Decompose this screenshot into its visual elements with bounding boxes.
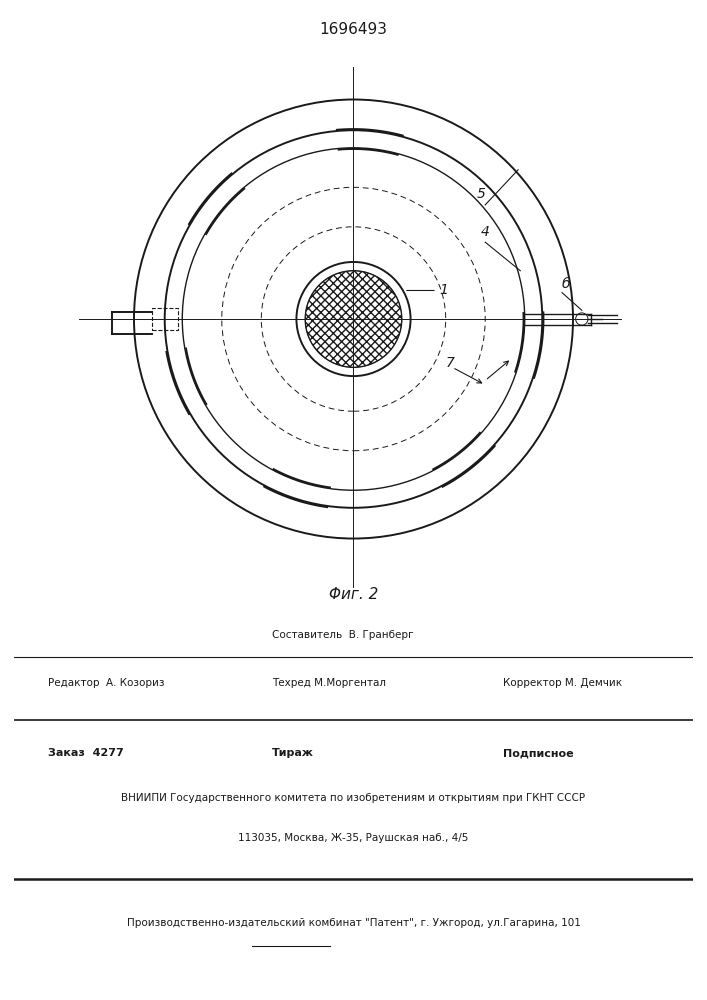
Bar [151,308,178,330]
Text: Заказ  4277: Заказ 4277 [48,748,124,758]
Text: 4: 4 [481,225,490,239]
Text: 5: 5 [477,187,485,201]
Text: 113035, Москва, Ж-35, Раушская наб., 4/5: 113035, Москва, Ж-35, Раушская наб., 4/5 [238,833,469,843]
Text: Тираж: Тираж [272,748,314,758]
Text: Составитель  В. Гранберг: Составитель В. Гранберг [272,630,414,640]
Text: б: б [562,277,571,291]
Text: Производственно-издательский комбинат "Патент", г. Ужгород, ул.Гагарина, 101: Производственно-издательский комбинат "П… [127,918,580,928]
Circle shape [305,271,402,367]
Text: ВНИИПИ Государственного комитета по изобретениям и открытиям при ГКНТ СССР: ВНИИПИ Государственного комитета по изоб… [122,793,585,803]
Text: Подписное: Подписное [503,748,573,758]
Text: Редактор  А. Козориз: Редактор А. Козориз [48,678,165,688]
Text: Корректор М. Демчик: Корректор М. Демчик [503,678,622,688]
Text: 1: 1 [439,283,448,297]
Text: 7: 7 [445,356,455,370]
Text: Φиг. 2: Φиг. 2 [329,587,378,602]
Text: Техред М.Моргентал: Техред М.Моргентал [272,678,386,688]
Text: 1696493: 1696493 [320,22,387,37]
